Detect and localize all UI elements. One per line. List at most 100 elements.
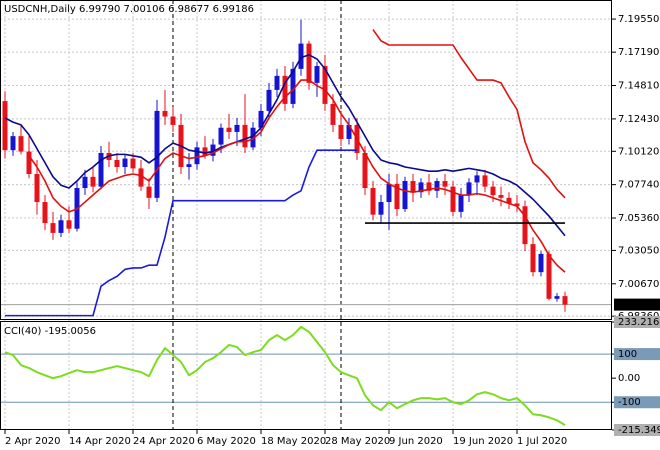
candle-body — [58, 220, 64, 233]
x-tick-label: 14 Apr 2020 — [69, 436, 131, 447]
y-tick-label: 7.03050 — [618, 245, 659, 256]
candle-body — [226, 127, 232, 132]
candle-body — [490, 186, 496, 196]
x-tick-label: 19 Jun 2020 — [453, 436, 513, 447]
candle-body — [138, 168, 144, 187]
candle-body — [66, 220, 72, 229]
candle-body — [2, 101, 8, 151]
candle-body — [250, 127, 256, 148]
x-tick-label: 2 Apr 2020 — [5, 436, 60, 447]
y-tick-label-box — [614, 396, 660, 409]
candle-body — [506, 197, 512, 204]
candle-body — [378, 202, 384, 215]
candle-body — [90, 176, 96, 187]
candle-body — [338, 124, 344, 139]
candle-body — [218, 127, 224, 145]
candle-body — [98, 152, 104, 187]
y-tick-label: 0.00 — [618, 373, 640, 384]
x-tick-label: 6 May 2020 — [197, 436, 256, 447]
y-tick-label: 7.17190 — [618, 47, 659, 58]
candle-body — [442, 181, 448, 187]
candle-body — [434, 181, 440, 191]
y-tick-label: -100 — [618, 397, 641, 408]
y-tick-label: 7.12430 — [618, 114, 659, 125]
candle-body — [538, 253, 544, 273]
y-tick-label-box — [614, 424, 660, 436]
candle-body — [498, 195, 504, 198]
candle-body — [202, 147, 208, 156]
y-tick-label: 7.19550 — [618, 14, 659, 25]
candle-body — [34, 174, 40, 203]
candle-body — [346, 124, 352, 139]
candle-body — [514, 203, 520, 207]
candle-body — [386, 183, 392, 203]
candle-body — [330, 103, 336, 125]
current-price-box — [614, 298, 660, 311]
candle-body — [114, 159, 120, 167]
overlay-line — [372, 29, 566, 199]
chart-title: USDCNH,Daily 6.99790 7.00106 6.98677 6.9… — [4, 4, 254, 15]
candle-body — [146, 186, 152, 198]
candle-body — [258, 110, 264, 128]
candle-body — [82, 176, 88, 189]
candle-body — [26, 151, 32, 175]
candle-body — [418, 182, 424, 193]
candle-body — [210, 144, 216, 156]
candle-body — [522, 206, 528, 245]
candle-body — [394, 183, 400, 210]
y-tick-label: 7.00670 — [618, 279, 659, 290]
x-tick-label: 18 May 2020 — [261, 436, 326, 447]
overlay-line — [4, 54, 566, 237]
overlay-line — [28, 79, 566, 273]
cci-title: CCI(40) -195.0056 — [4, 326, 96, 337]
x-tick-label: 28 May 2020 — [325, 436, 390, 447]
y-tick-label: 7.10120 — [618, 146, 659, 157]
candle-body — [194, 147, 200, 165]
candle-body — [466, 182, 472, 196]
candle-body — [234, 124, 240, 132]
candle-body — [170, 116, 176, 125]
y-tick-label: 7.14810 — [618, 81, 659, 92]
candle-body — [314, 66, 320, 83]
current-price-label: 6.99186 — [618, 300, 659, 311]
y-tick-label: 233.216 — [618, 317, 659, 328]
y-tick-label: 7.05360 — [618, 213, 659, 224]
candle-body — [530, 244, 536, 273]
candle-body — [290, 68, 296, 104]
candle-body — [322, 66, 328, 104]
cci-panel-border — [0, 321, 612, 430]
x-tick-label: 24 Apr 2020 — [133, 436, 195, 447]
candle-body — [162, 110, 168, 117]
y-tick-label-box — [614, 348, 660, 361]
candle-body — [122, 158, 128, 167]
candle-body — [50, 223, 56, 233]
candle-body — [306, 43, 312, 83]
candle-body — [10, 136, 16, 151]
x-tick-label: 1 Jul 2020 — [517, 436, 567, 447]
y-tick-label: -215.3495 — [618, 425, 660, 436]
overlay-line — [5, 149, 357, 317]
candle-body — [426, 182, 432, 191]
candle-body — [362, 152, 368, 189]
y-tick-label: 7.07740 — [618, 180, 659, 191]
candle-body — [562, 296, 568, 305]
candle-body — [130, 158, 136, 169]
y-tick-label-box — [614, 316, 660, 328]
candle-body — [370, 188, 376, 215]
candle-body — [402, 181, 408, 210]
cci-line — [4, 325, 566, 426]
main-panel-border — [0, 0, 612, 320]
candle-body — [282, 75, 288, 104]
candle-body — [546, 253, 552, 299]
candle-body — [274, 75, 280, 90]
y-tick-label: 100 — [618, 349, 637, 360]
candle-body — [266, 89, 272, 111]
candle-body — [458, 195, 464, 212]
candle-body — [474, 175, 480, 183]
candle-body — [482, 175, 488, 187]
candle-body — [450, 186, 456, 212]
candle-body — [554, 296, 560, 299]
candle-body — [410, 181, 416, 193]
